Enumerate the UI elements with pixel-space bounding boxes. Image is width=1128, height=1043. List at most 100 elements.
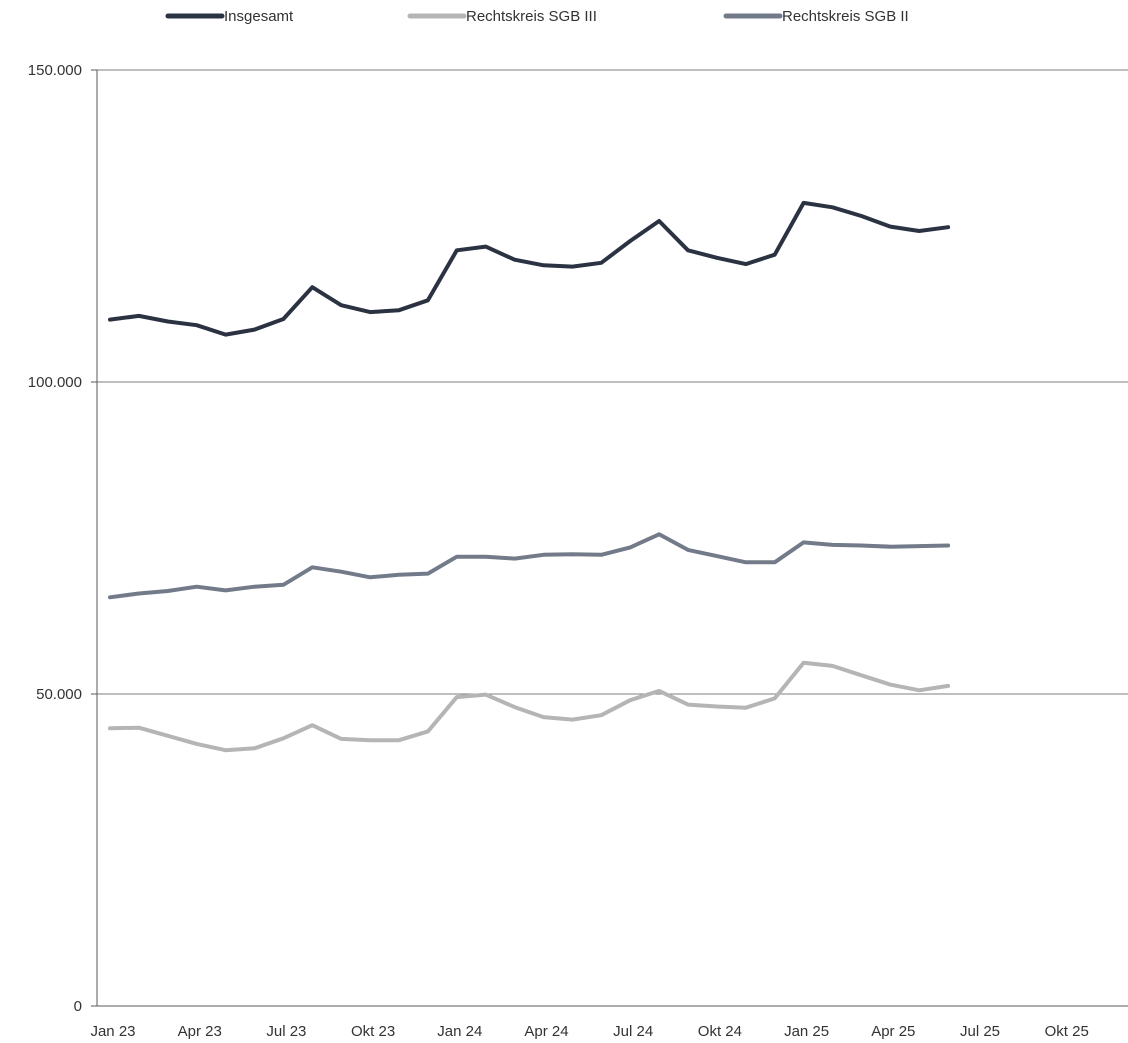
data-point: [224, 588, 228, 592]
data-point: [166, 589, 170, 593]
data-point: [484, 555, 488, 559]
data-point: [628, 698, 632, 702]
data-point: [397, 738, 401, 742]
data-point: [542, 715, 545, 719]
data-point: [859, 673, 863, 677]
data-point: [253, 328, 256, 332]
data-point: [715, 256, 719, 260]
x-tick-label: Jan 24: [437, 1023, 482, 1040]
data-point: [570, 552, 574, 556]
data-point: [686, 548, 690, 552]
data-point: [513, 705, 517, 709]
data-point: [773, 696, 777, 700]
data-point: [426, 298, 430, 302]
data-point: [195, 323, 199, 327]
x-tick-label: Okt 23: [351, 1023, 395, 1040]
data-point: [802, 661, 806, 665]
data-point: [859, 543, 863, 547]
gridlines: [97, 69, 1128, 695]
data-point: [224, 748, 228, 752]
data-point: [917, 688, 921, 692]
data-point: [455, 695, 459, 699]
data-point: [917, 229, 921, 233]
series-lines: [108, 200, 951, 753]
series-line-0: [108, 200, 951, 337]
y-axis-ticks: 0 50.000 100.000 150.000: [28, 62, 82, 1015]
data-point: [195, 585, 199, 589]
y-tick-label: 100.000: [28, 374, 82, 391]
series-line-2: [108, 532, 951, 600]
data-point: [917, 544, 921, 548]
data-point: [888, 225, 892, 229]
y-tick-label: 150.000: [28, 62, 82, 79]
data-point: [137, 726, 141, 730]
y-tick-label: 0: [74, 998, 82, 1015]
x-tick-label: Jan 23: [90, 1023, 135, 1040]
data-point: [888, 683, 892, 687]
data-point: [946, 543, 950, 547]
data-point: [513, 258, 517, 262]
data-point: [166, 319, 170, 323]
data-point: [397, 573, 401, 577]
data-point: [599, 713, 603, 717]
x-tick-label: Apr 23: [178, 1023, 222, 1040]
data-point: [657, 532, 661, 536]
data-point: [744, 706, 748, 710]
data-point: [310, 723, 314, 727]
x-tick-label: Jul 25: [960, 1023, 1000, 1040]
data-point: [802, 540, 806, 544]
data-point: [946, 684, 950, 688]
data-point: [686, 703, 690, 707]
data-point: [744, 560, 748, 564]
x-tick-label: Okt 24: [698, 1023, 742, 1040]
data-point: [599, 261, 603, 265]
data-point: [397, 308, 401, 312]
data-point: [281, 583, 285, 587]
data-point: [137, 592, 141, 596]
x-tick-label: Jan 25: [784, 1023, 829, 1040]
data-point: [599, 553, 603, 557]
data-point: [744, 262, 748, 266]
data-point: [108, 318, 112, 322]
data-point: [628, 239, 632, 243]
data-point: [657, 219, 661, 223]
x-axis-ticks: Jan 23 Apr 23 Jul 23 Okt 23 Jan 24 Apr 24 Jul …: [90, 1023, 1088, 1040]
data-point: [253, 746, 256, 750]
data-point: [831, 205, 834, 209]
data-point: [310, 565, 314, 569]
data-point: [368, 310, 372, 314]
data-point: [108, 726, 112, 730]
data-point: [657, 689, 661, 693]
x-tick-label: Okt 25: [1045, 1023, 1089, 1040]
legend-label: Insgesamt: [224, 8, 294, 25]
x-tick-label: Apr 24: [524, 1023, 568, 1040]
x-tick-label: Jul 23: [266, 1023, 306, 1040]
legend-label: Rechtskreis SGB II: [782, 8, 909, 25]
data-point: [859, 214, 863, 218]
data-point: [166, 734, 170, 738]
data-point: [339, 737, 343, 741]
data-point: [339, 570, 343, 574]
series-line-1: [108, 660, 951, 753]
data-point: [888, 545, 892, 549]
data-point: [137, 314, 141, 318]
data-point: [310, 285, 314, 289]
data-point: [542, 553, 545, 557]
x-tick-label: Apr 25: [871, 1023, 915, 1040]
data-point: [484, 693, 488, 697]
data-point: [368, 575, 372, 579]
data-point: [628, 545, 632, 549]
data-point: [542, 263, 545, 267]
data-point: [513, 557, 517, 561]
data-point: [281, 317, 285, 321]
data-point: [570, 718, 574, 722]
data-point: [281, 736, 285, 740]
data-point: [831, 664, 834, 668]
legend-label: Rechtskreis SGB III: [466, 8, 597, 25]
data-point: [195, 742, 199, 746]
data-point: [946, 225, 950, 229]
data-point: [484, 245, 488, 249]
data-point: [831, 543, 834, 547]
data-point: [715, 704, 719, 708]
